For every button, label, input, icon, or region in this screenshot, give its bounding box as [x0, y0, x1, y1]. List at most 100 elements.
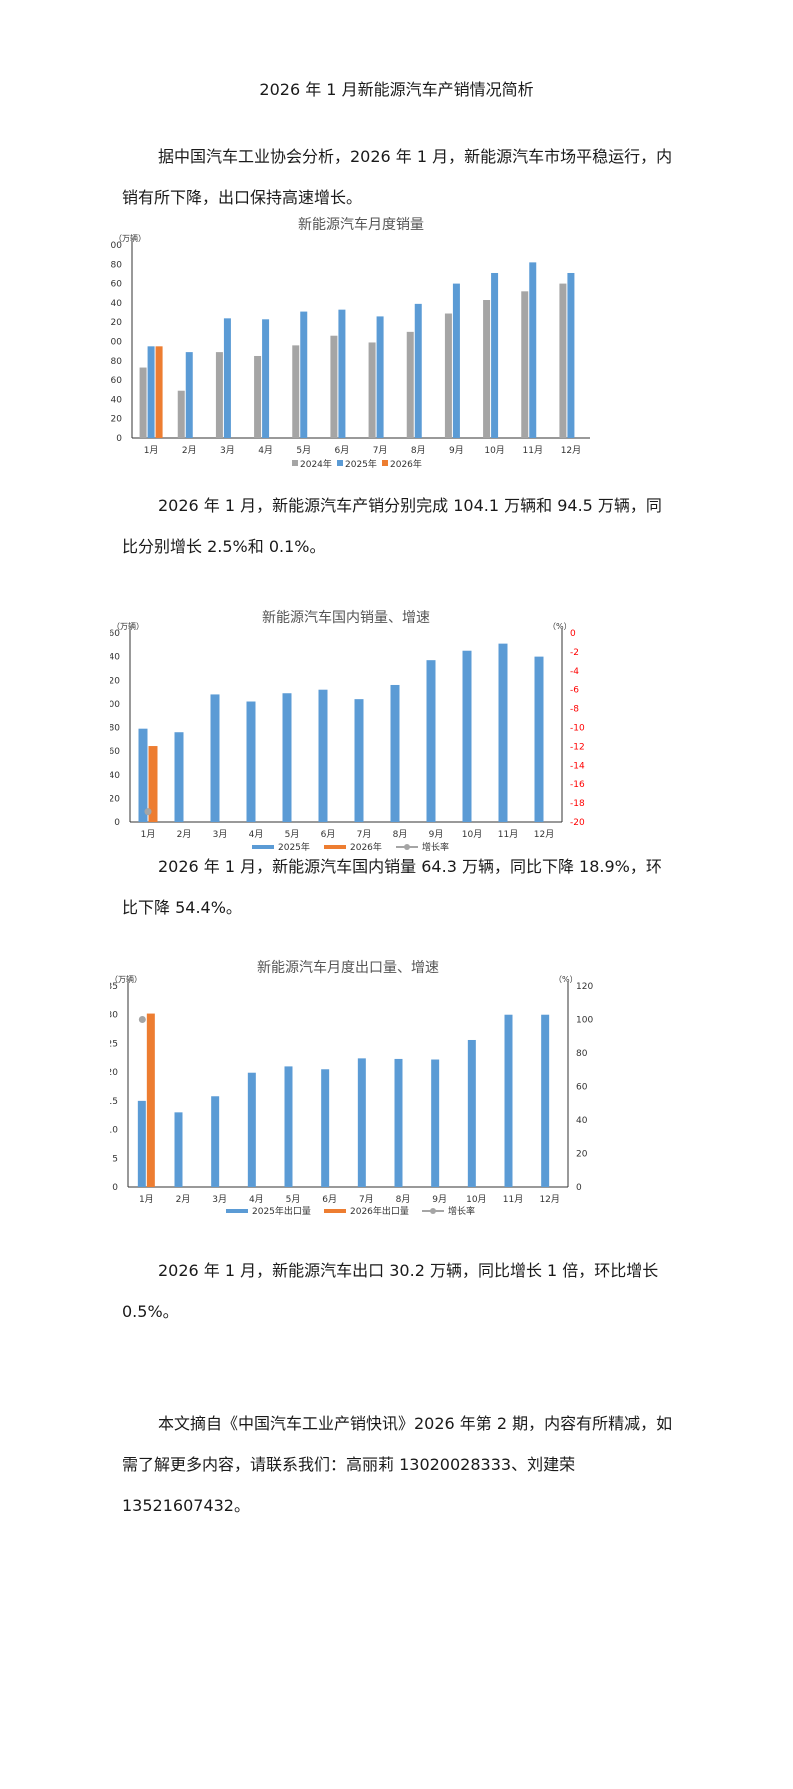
- bar: [431, 1059, 440, 1187]
- chart-title: 新能源汽车国内销量、增速: [262, 609, 430, 626]
- bar: [368, 342, 376, 438]
- y2-tick-label: -6: [570, 686, 579, 696]
- x-tick-label: 11月: [498, 829, 518, 840]
- y2-tick-label: 120: [576, 982, 593, 992]
- legend-label: 2026年: [390, 458, 422, 470]
- bar: [155, 346, 163, 438]
- bar: [406, 331, 414, 438]
- y2-axis-unit: （%）: [548, 622, 572, 631]
- bar: [330, 335, 338, 438]
- x-tick-label: 7月: [357, 829, 372, 840]
- x-tick-label: 6月: [335, 445, 350, 456]
- x-tick-label: 8月: [393, 829, 408, 840]
- bar: [174, 1112, 183, 1187]
- bar: [414, 303, 422, 438]
- x-tick-label: 1月: [139, 1194, 154, 1205]
- bar: [394, 1058, 403, 1187]
- y-tick-label: 120: [110, 318, 122, 328]
- bar: [504, 1014, 513, 1187]
- y-tick-label: 100: [110, 700, 120, 710]
- rate-point: [138, 1016, 146, 1023]
- bar: [559, 283, 567, 438]
- article-title: 2026 年 1 月新能源汽车产销情况简析: [259, 80, 534, 99]
- x-tick-label: 8月: [411, 445, 426, 456]
- y2-tick-label: -14: [570, 761, 585, 771]
- y-tick-label: 160: [110, 629, 120, 639]
- bar: [491, 272, 499, 438]
- bar: [483, 300, 491, 438]
- y2-tick-label: 0: [576, 1183, 582, 1193]
- bar: [541, 1014, 550, 1187]
- bar: [210, 694, 220, 822]
- legend-label: 2025年: [345, 458, 377, 470]
- bar: [137, 1100, 146, 1187]
- y-tick-label: 25: [110, 1039, 118, 1049]
- y-tick-label: 40: [110, 771, 120, 781]
- bar: [138, 728, 148, 822]
- rate-point: [144, 808, 152, 816]
- bar: [139, 367, 147, 438]
- bar: [376, 316, 384, 438]
- x-tick-label: 4月: [249, 829, 264, 840]
- bar: [300, 311, 308, 438]
- bar: [529, 262, 537, 438]
- paragraph-production-sales: 2026 年 1 月，新能源汽车产销分别完成 104.1 万辆和 94.5 万辆…: [122, 496, 662, 556]
- paragraph-intro: 据中国汽车工业协会分析，2026 年 1 月，新能源汽车市场平稳运行，内销有所下…: [122, 147, 673, 207]
- legend-label: 2026年出口量: [350, 1205, 409, 1217]
- y2-tick-label: 0: [570, 629, 576, 639]
- legend-label: 2024年: [300, 458, 332, 470]
- x-tick-label: 2月: [177, 829, 192, 840]
- paragraph-export: 2026 年 1 月，新能源汽车出口 30.2 万辆，同比增长 1 倍，环比增长…: [122, 1261, 659, 1321]
- y2-tick-label: -20: [570, 818, 585, 828]
- y-tick-label: 30: [110, 1011, 118, 1021]
- y-tick-label: 200: [110, 241, 122, 251]
- x-tick-label: 1月: [141, 829, 156, 840]
- chart-title: 新能源汽车月度出口量、增速: [257, 959, 439, 976]
- bar: [146, 1013, 155, 1187]
- y2-tick-label: -2: [570, 648, 579, 658]
- x-tick-label: 1月: [144, 445, 159, 456]
- x-tick-label: 11月: [523, 445, 543, 456]
- paragraph-source-contact: 本文摘自《中国汽车工业产销快讯》2026 年第 2 期，内容有所精减，如需了解更…: [122, 1414, 673, 1515]
- y-tick-label: 160: [110, 280, 122, 290]
- bar: [177, 390, 185, 438]
- y-tick-label: 5: [112, 1154, 118, 1164]
- x-tick-label: 3月: [212, 1194, 227, 1205]
- y-tick-label: 0: [116, 434, 122, 444]
- x-tick-label: 7月: [373, 445, 388, 456]
- y2-tick-label: -12: [570, 742, 585, 752]
- y2-tick-label: -4: [570, 667, 579, 677]
- bar: [444, 313, 452, 438]
- y-tick-label: 180: [110, 260, 122, 270]
- y-tick-label: 60: [111, 376, 123, 386]
- y-tick-label: 140: [110, 653, 120, 663]
- bar: [254, 355, 262, 438]
- y-tick-label: 20: [110, 1068, 118, 1078]
- bar: [148, 746, 158, 822]
- x-tick-label: 10月: [484, 445, 504, 456]
- bar: [498, 643, 508, 822]
- legend-label: 2026年: [350, 841, 382, 853]
- bar: [426, 660, 436, 822]
- y2-tick-label: -10: [570, 724, 585, 734]
- bar: [292, 345, 300, 438]
- x-tick-label: 12月: [561, 445, 581, 456]
- y-tick-label: 60: [110, 747, 120, 757]
- bar: [567, 272, 575, 438]
- legend-label: 增长率: [448, 1205, 475, 1217]
- legend-swatch: [430, 1208, 436, 1214]
- bar: [521, 291, 529, 438]
- chart-title: 新能源汽车月度销量: [298, 216, 424, 233]
- bar: [321, 1069, 330, 1187]
- bar: [318, 689, 328, 822]
- y-tick-label: 20: [111, 415, 123, 425]
- bar: [357, 1058, 366, 1187]
- bar: [338, 309, 346, 438]
- y2-tick-label: 60: [576, 1083, 588, 1093]
- bar: [467, 1039, 476, 1187]
- y2-tick-label: 20: [576, 1150, 588, 1160]
- x-tick-label: 7月: [359, 1194, 374, 1205]
- y2-tick-label: 40: [576, 1116, 588, 1126]
- x-tick-label: 9月: [429, 829, 444, 840]
- bar: [147, 346, 155, 438]
